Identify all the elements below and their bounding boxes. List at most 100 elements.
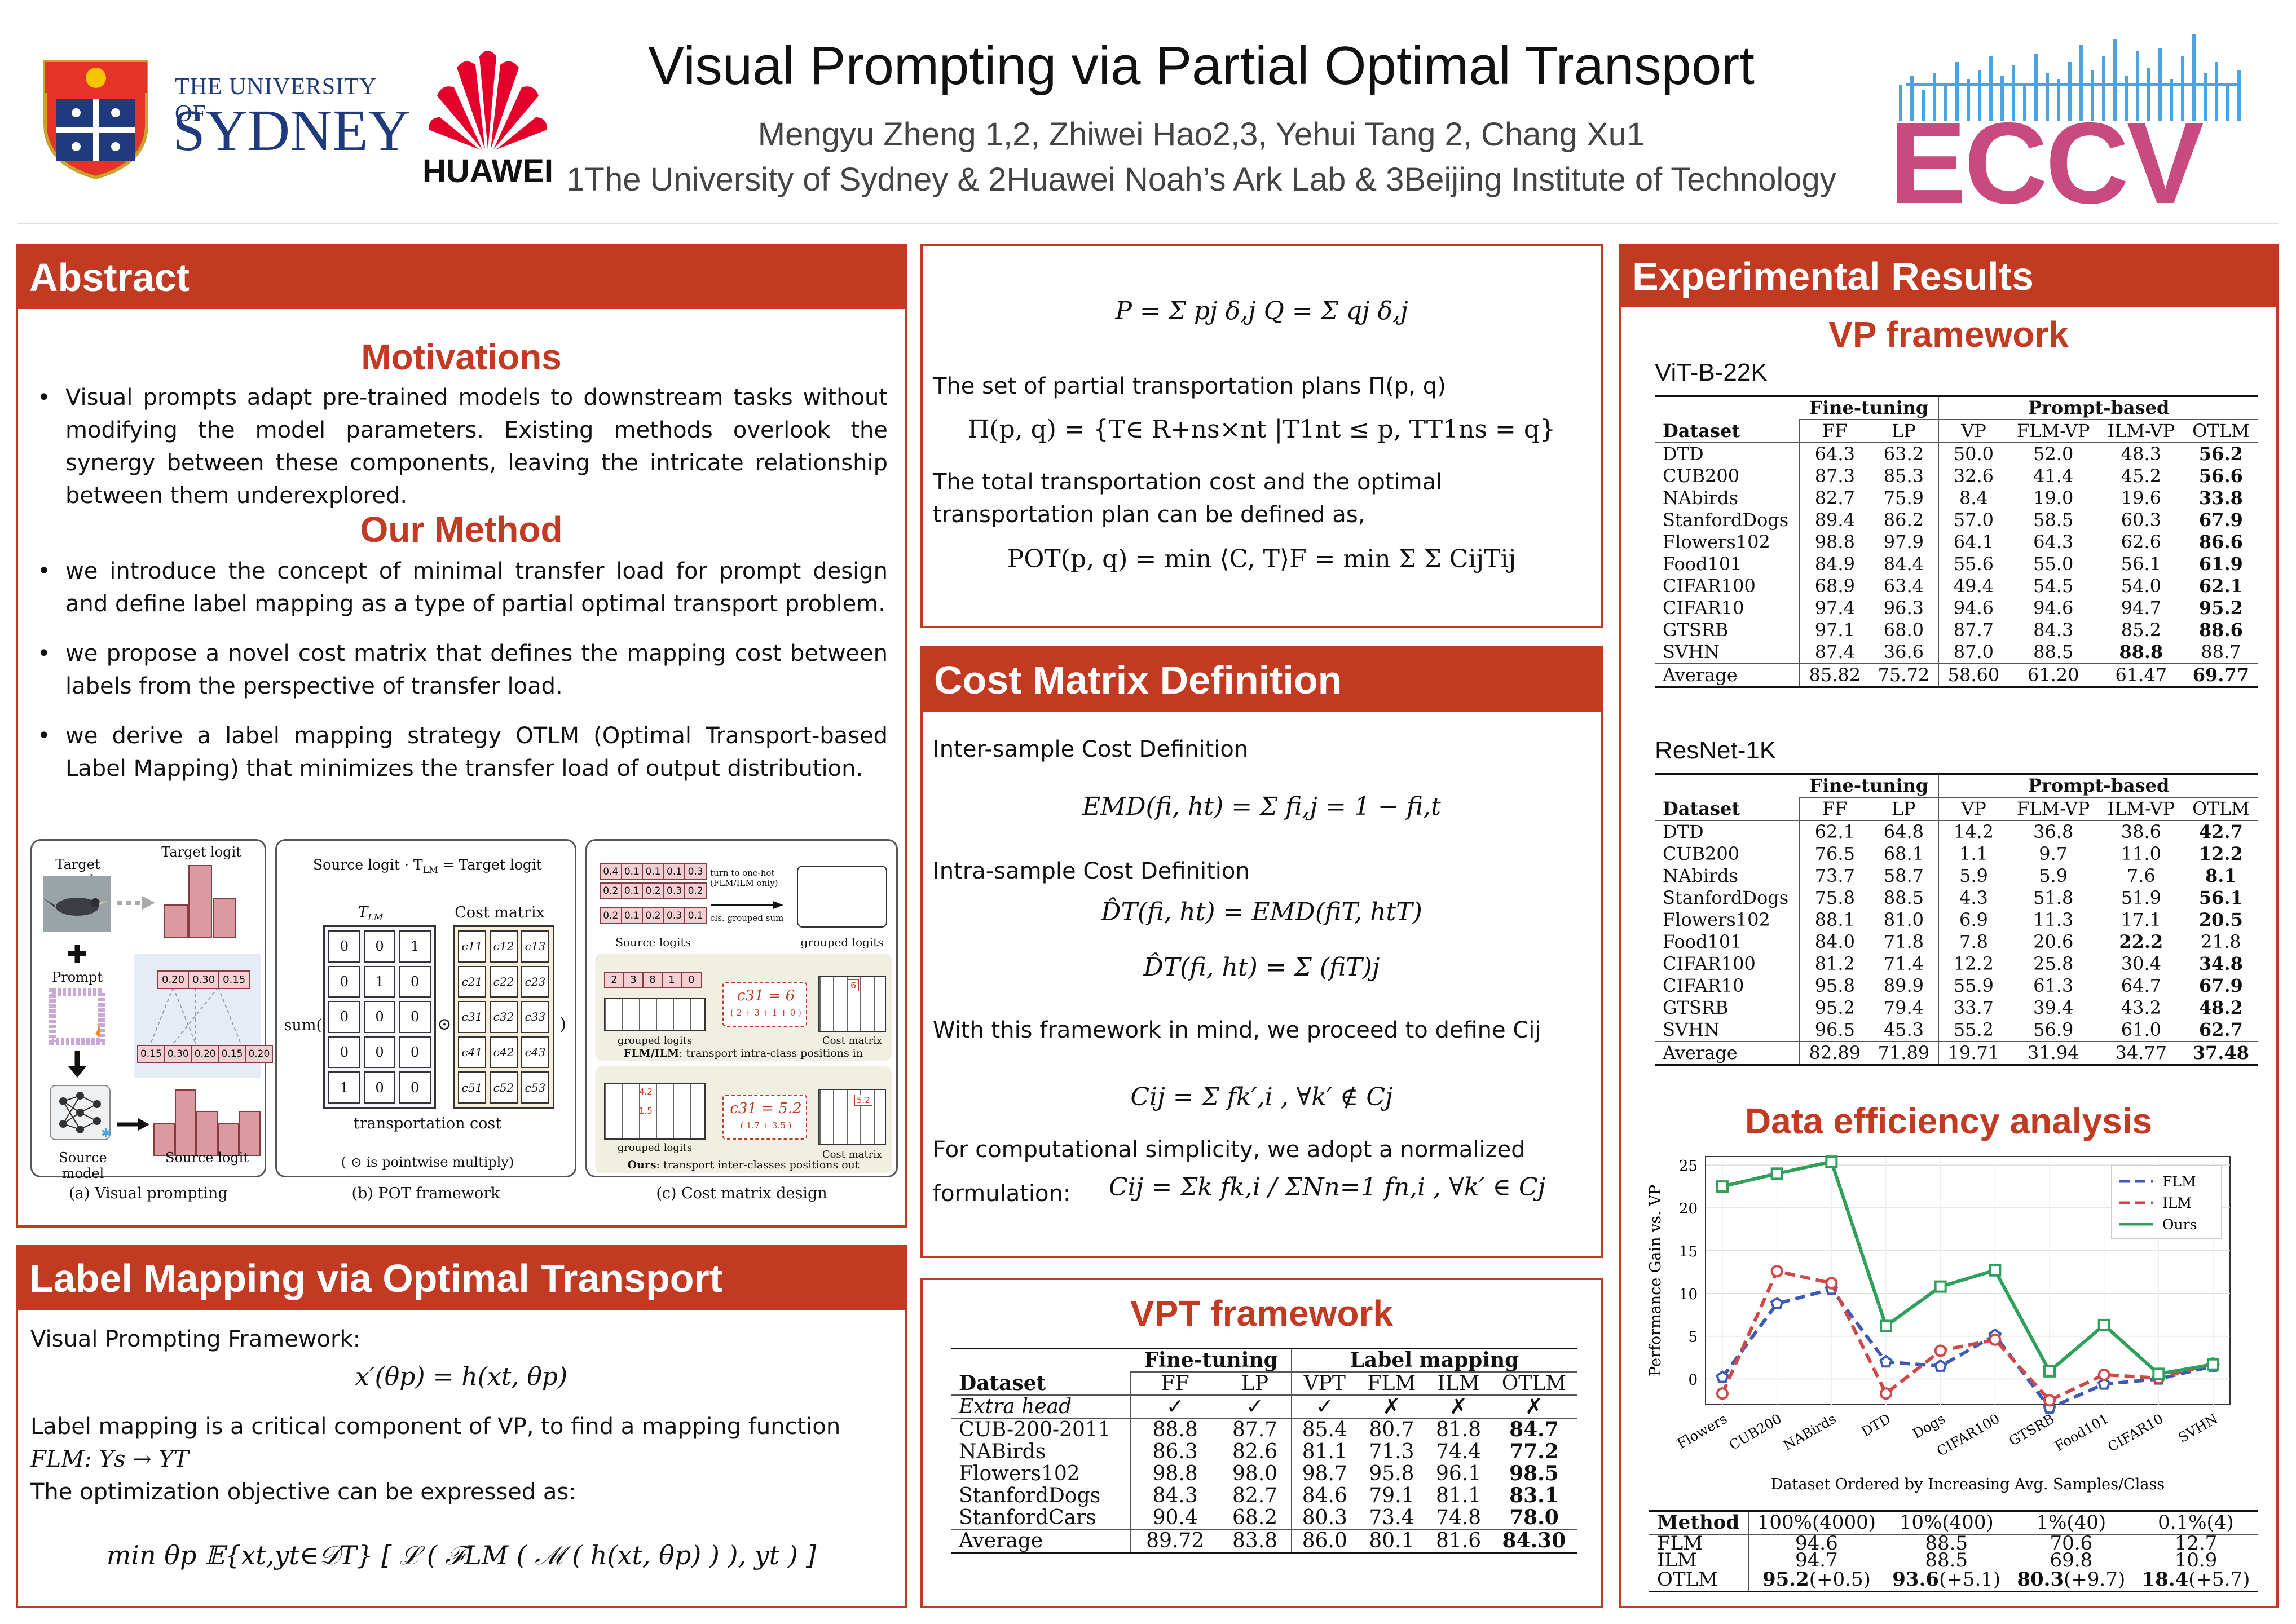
table-cell: 94.6	[2033, 597, 2074, 619]
c-ours-grid-left: 4.2 1.5	[604, 1083, 706, 1140]
motivation-item: Visual prompts adapt pre-trained models …	[30, 381, 888, 512]
cost-cell: c21	[458, 965, 486, 998]
logit-cell: 0.3	[685, 864, 706, 879]
table-row: SVHN 96.5 45.3 55.2 56.9 61.0 62.7	[1655, 1019, 2258, 1042]
fig-b-top-label: Source logit · TLM = Target logit	[277, 857, 578, 875]
table-cell	[951, 1348, 1131, 1372]
table-cell: 8.1	[2205, 865, 2237, 886]
c-val-52: 5.2	[854, 1095, 872, 1106]
table-cell: 97.9	[1883, 531, 1924, 553]
method-item: we introduce the concept of minimal tran…	[30, 555, 888, 620]
column-header: 0.1%(4)	[2133, 1510, 2258, 1535]
c-grouped-box	[797, 866, 887, 928]
y-tick-label: 0	[1688, 1371, 1698, 1388]
table-cell: 82.7	[1799, 487, 1870, 509]
table-cell: 6.9	[1938, 909, 2008, 931]
table-cell: 88.8	[1130, 1418, 1219, 1441]
data-point	[2043, 1365, 2056, 1378]
logit-cell: 0.4	[601, 864, 622, 879]
table-cell: 68.1	[1883, 843, 1924, 864]
source-model-icon: ✱	[50, 1085, 111, 1141]
table-cell: 56.6	[2198, 465, 2243, 487]
sydney-logo-line1: THE UNIVERSITY OF	[175, 74, 376, 127]
group-header: Fine-tuning	[1800, 773, 1939, 798]
c-costmatrix-1: Cost matrix	[822, 1035, 883, 1047]
c-val-42: 4.2	[639, 1087, 653, 1097]
table-cell: CIFAR100	[1663, 953, 1756, 974]
table-cell: 11.3	[2033, 909, 2074, 930]
table-cell: 76.5	[1799, 843, 1870, 865]
abstract-panel: Abstract Motivations Visual prompts adap…	[16, 244, 907, 1228]
column-header: OTLM	[2192, 420, 2250, 442]
column-header: VPT	[1290, 1372, 1358, 1395]
table-cell: 64.3	[2033, 531, 2074, 553]
fig-a-source-model: Source model	[59, 1150, 107, 1181]
fig-b-top-b: = Target logit	[438, 857, 542, 873]
c-costmatrix-2: Cost matrix	[822, 1149, 883, 1160]
c-grouped-logits-2: grouped logits	[617, 1035, 693, 1047]
column-header: Dataset	[1663, 420, 1740, 442]
table-cell: 34.77	[2098, 1041, 2184, 1066]
table-row: CUB-200-2011 88.8 87.7 85.4 80.7 81.8 84.7	[951, 1418, 1577, 1441]
series-line-ilm	[1721, 1269, 2214, 1403]
table-average-row: Average 82.89 71.89 19.71 31.94 34.77 37.48	[1655, 1041, 2258, 1066]
column-header: 10%(400)	[1884, 1510, 2009, 1535]
table-cell: 98.0	[1232, 1462, 1278, 1485]
table-cell: SVHN	[1663, 641, 1720, 663]
affiliations: 1The University of Sydney & 2Huawei Noah…	[566, 161, 1836, 198]
c-cls-label: cls. grouped sum	[710, 913, 784, 923]
digit-cell: 2	[605, 973, 624, 987]
table-row: CIFAR100 81.2 71.4 12.2 25.8 30.4 34.8	[1655, 953, 2258, 975]
table-cell: StanfordCars	[959, 1506, 1096, 1529]
method-title: Our Method	[360, 509, 563, 550]
column-header: ILM-VP	[2107, 798, 2175, 819]
data-point	[1716, 1370, 1729, 1383]
table-row: DTD 62.1 64.8 14.2 36.8 38.6 42.7	[1655, 820, 2258, 843]
table-cell: 62.6	[2121, 531, 2161, 553]
column-header: ILM-VP	[2107, 420, 2175, 442]
table-cell: SVHN	[1663, 1019, 1720, 1040]
column-header: 1%(40)	[2008, 1510, 2134, 1535]
target-values-row: 0.20 0.30 0.15	[157, 970, 250, 989]
table-cell: 81.0	[1883, 909, 1924, 930]
table-cell: 12.2	[2198, 843, 2243, 864]
logit-cell: 0.1	[664, 864, 686, 879]
tlm-cell: 0	[399, 965, 431, 998]
data-point	[1989, 1264, 2002, 1277]
table-cell: 56.1	[2198, 887, 2243, 908]
motivations-list: Visual prompts adapt pre-trained models …	[30, 381, 888, 512]
table-cell: 49.4	[1938, 575, 2008, 597]
table-cell: 1.1	[1938, 843, 2008, 865]
table-cell: 18.4(+5.7)	[2133, 1568, 2258, 1592]
table-cell: 45.3	[1883, 1019, 1924, 1040]
logit-cell: 0.3	[664, 884, 686, 898]
emd-equation: EMD(fi, ht) = Σ fi,j = 1 − fi,t	[1082, 792, 1441, 821]
table-cell: 95.2	[1799, 997, 1870, 1019]
table-cell: 70.6	[2050, 1532, 2093, 1555]
figure-pot-framework: Source logit · TLM = Target logit TLM Co…	[275, 839, 576, 1177]
c-c31b-sub: ( 1.7 + 3.5 )	[740, 1120, 792, 1131]
table-cell: 71.89	[1869, 1041, 1939, 1066]
otlm-gain: (+9.7)	[2064, 1568, 2126, 1591]
table-cell: 79.1	[1369, 1484, 1414, 1507]
tlm-cell: 0	[399, 1036, 431, 1069]
table-cell: ✓	[1130, 1394, 1219, 1418]
c-grouped-logits: grouped logits	[800, 935, 884, 949]
table-row: GTSRB 97.1 68.0 87.7 84.3 85.2 88.6	[1655, 619, 2258, 641]
table-cell: Average	[1655, 663, 1800, 688]
sydney-logo: THE UNIVERSITY OF SYDNEY	[39, 56, 411, 186]
table-cell: 96.5	[1799, 1019, 1870, 1042]
c-row: 0.2 0.1 0.2 0.3 0.2	[600, 882, 707, 899]
fig-b-top-a: Source logit · T	[313, 857, 423, 873]
table-cell: 45.2	[2121, 465, 2161, 487]
eccv-logo: ECCV	[1889, 23, 2262, 221]
table-cell: 33.7	[1938, 997, 2008, 1019]
table-cell: 51.9	[2121, 887, 2161, 908]
table-cell	[1655, 395, 1800, 420]
legend-entry: ILM	[2162, 1195, 2192, 1211]
cost-matrix-heading: Cost Matrix Definition	[923, 648, 1601, 712]
table-cell: 12.7	[2174, 1532, 2218, 1555]
table-cell: 85.2	[2121, 619, 2161, 641]
otlm-gain: (+5.7)	[2188, 1568, 2250, 1591]
intra-sample-label: Intra-sample Cost Definition	[933, 858, 1250, 884]
